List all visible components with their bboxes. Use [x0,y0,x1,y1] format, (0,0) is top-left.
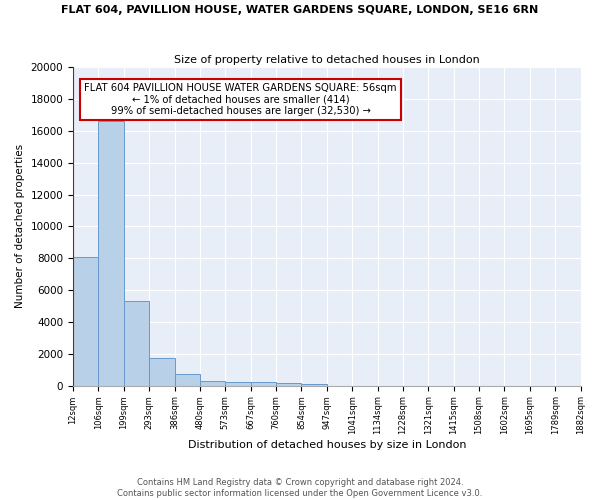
Bar [73,256,98,386]
Bar [225,382,251,386]
Title: Size of property relative to detached houses in London: Size of property relative to detached ho… [174,55,479,65]
Bar [98,122,124,386]
Bar [175,374,200,386]
X-axis label: Distribution of detached houses by size in London: Distribution of detached houses by size … [188,440,466,450]
Text: FLAT 604 PAVILLION HOUSE WATER GARDENS SQUARE: 56sqm
← 1% of detached houses are: FLAT 604 PAVILLION HOUSE WATER GARDENS S… [84,83,397,116]
Bar [149,358,175,386]
Bar [301,384,327,386]
Y-axis label: Number of detached properties: Number of detached properties [15,144,25,308]
Bar [276,383,301,386]
Text: FLAT 604, PAVILLION HOUSE, WATER GARDENS SQUARE, LONDON, SE16 6RN: FLAT 604, PAVILLION HOUSE, WATER GARDENS… [61,5,539,15]
Text: Contains HM Land Registry data © Crown copyright and database right 2024.
Contai: Contains HM Land Registry data © Crown c… [118,478,482,498]
Bar [200,381,225,386]
Bar [124,301,149,386]
Bar [251,382,276,386]
